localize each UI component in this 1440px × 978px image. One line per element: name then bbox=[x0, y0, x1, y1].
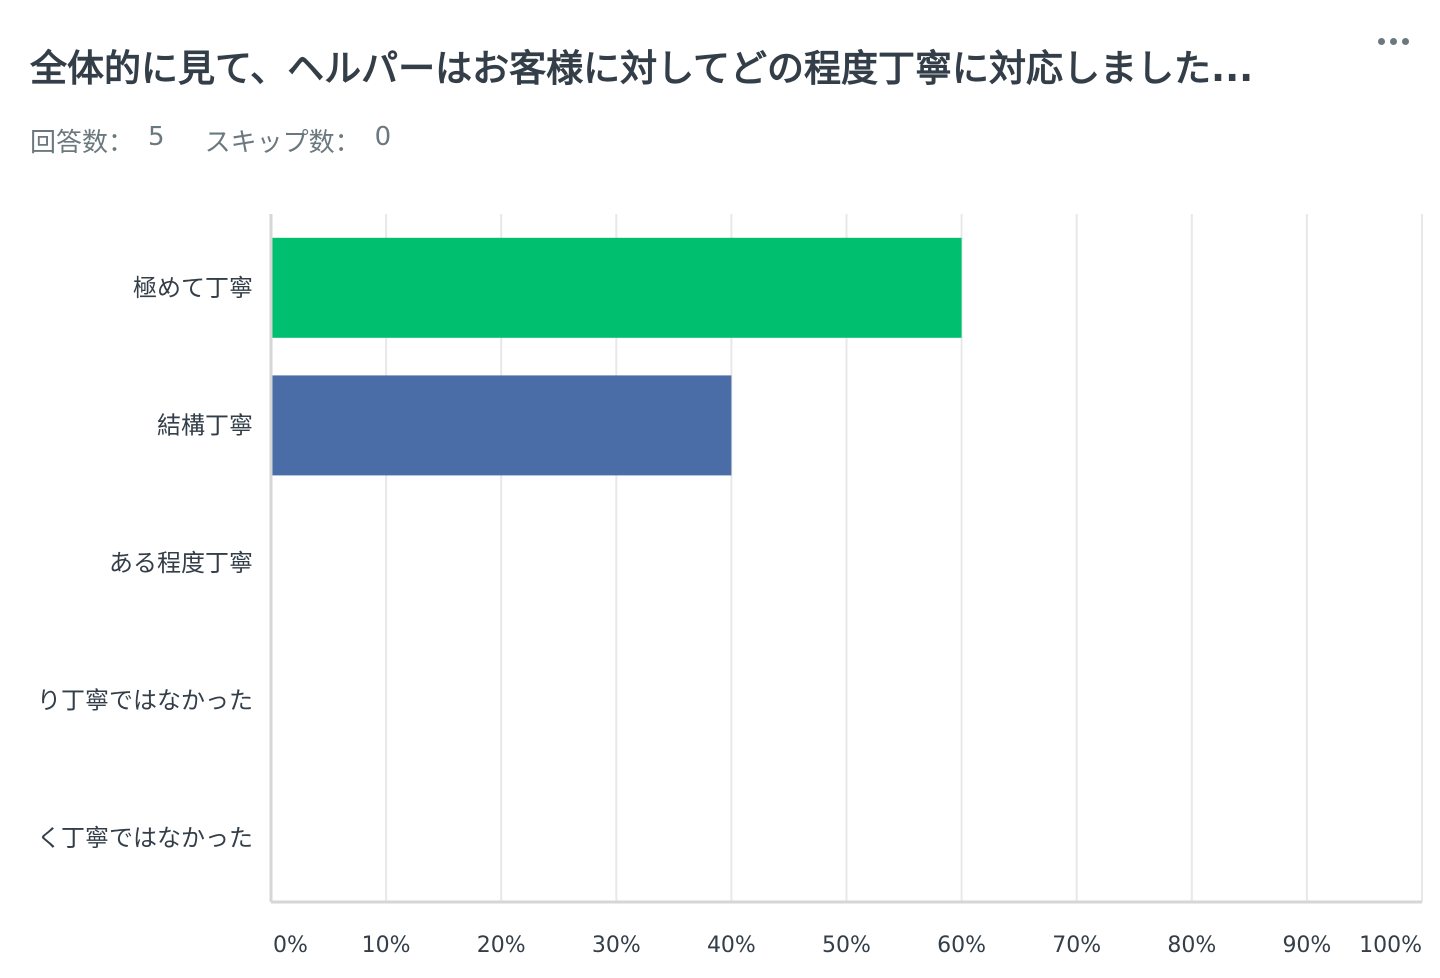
x-tick-label: 40% bbox=[707, 933, 756, 958]
x-tick-label: 10% bbox=[362, 933, 411, 958]
category-label: ある程度丁寧 bbox=[109, 549, 253, 577]
response-stats: 回答数： 5 スキップ数： 0 bbox=[30, 122, 391, 159]
x-tick-label: 100% bbox=[1359, 933, 1422, 958]
x-tick-labels: 0% 10% 20% 30% 40% 50% 60% 70% 80% 90% 100% bbox=[273, 933, 1422, 958]
more-dot-icon bbox=[1377, 37, 1385, 45]
x-tick-label: 70% bbox=[1052, 933, 1101, 958]
chart-axes bbox=[269, 214, 1422, 904]
x-tick-label: 20% bbox=[477, 933, 526, 958]
chart-bars bbox=[272, 237, 962, 476]
answered-label: 回答数： bbox=[30, 128, 135, 158]
x-tick-label: 80% bbox=[1167, 933, 1216, 958]
category-label: 結構丁寧 bbox=[157, 411, 253, 439]
more-dot-icon bbox=[1401, 37, 1409, 45]
category-label: く丁寧ではなかった bbox=[37, 824, 253, 852]
x-tick-label: 30% bbox=[592, 933, 641, 958]
x-tick-label: 60% bbox=[937, 933, 986, 958]
category-label: 極めて丁寧 bbox=[133, 274, 253, 302]
x-tick-label: 50% bbox=[822, 933, 871, 958]
skipped-count: スキップ数： 0 bbox=[205, 122, 392, 159]
answered-value: 5 bbox=[148, 122, 165, 152]
bar bbox=[272, 237, 962, 338]
x-tick-label: 0% bbox=[273, 933, 308, 958]
bar bbox=[272, 375, 732, 476]
answered-count: 回答数： 5 bbox=[30, 122, 165, 159]
skipped-label: スキップ数： bbox=[204, 128, 361, 158]
skipped-value: 0 bbox=[374, 122, 392, 152]
category-label: り丁寧ではなかった bbox=[37, 687, 253, 715]
more-dot-icon bbox=[1389, 37, 1397, 45]
more-options-button[interactable] bbox=[1370, 26, 1416, 56]
x-tick-label: 90% bbox=[1282, 933, 1331, 958]
